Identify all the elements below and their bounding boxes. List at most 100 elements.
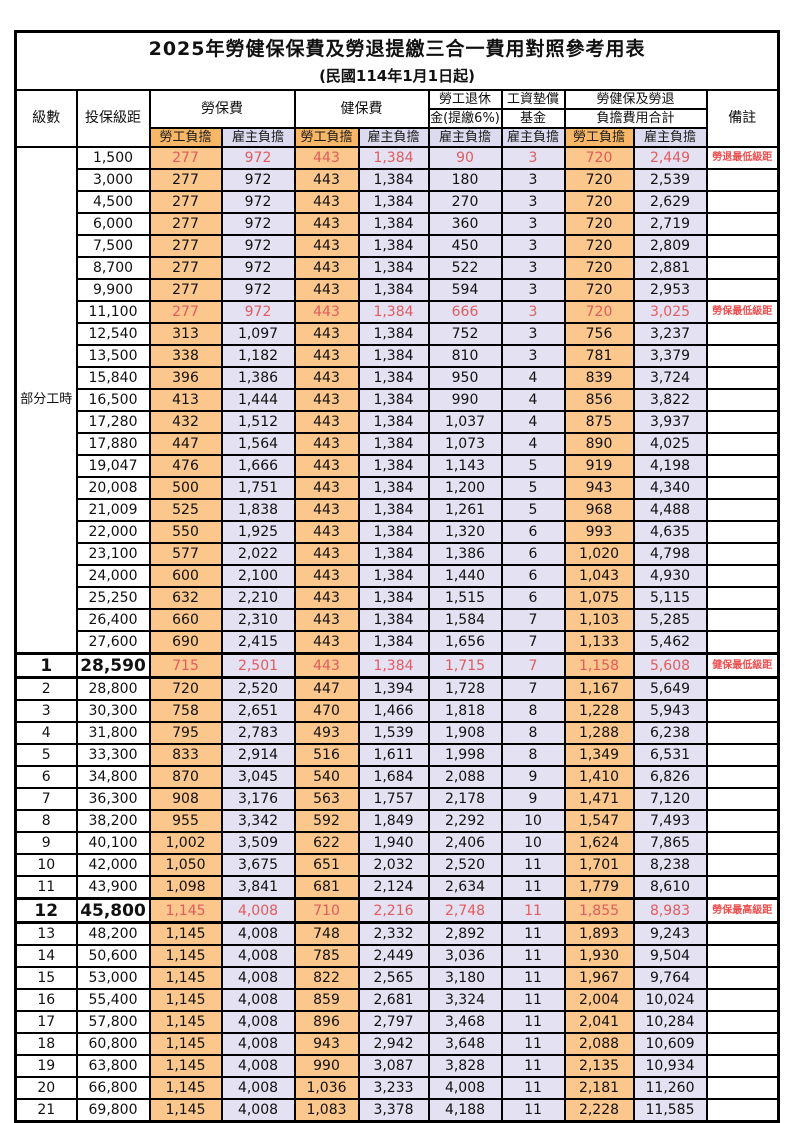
wage-fund-employer-cell: 8 bbox=[500, 743, 566, 767]
total-employee-cell: 1,133 bbox=[563, 630, 635, 655]
wage-fund-employer-cell: 3 bbox=[500, 168, 566, 192]
bracket-cell: 16,500 bbox=[75, 388, 151, 412]
header-bracket: 投保級距 bbox=[75, 89, 151, 148]
level-cell: 3 bbox=[14, 699, 78, 723]
health-employer-cell: 2,797 bbox=[357, 1010, 430, 1034]
labor-employer-cell: 3,509 bbox=[220, 831, 296, 855]
health-employee-cell: 1,083 bbox=[293, 1098, 360, 1123]
bracket-cell: 23,100 bbox=[75, 542, 151, 566]
total-employer-cell: 5,608 bbox=[632, 652, 708, 679]
header-row-2: 金(提繳6%) 基金 負擔費用合計 bbox=[16, 108, 779, 129]
health-employee-cell: 1,036 bbox=[293, 1076, 360, 1100]
table-row: 26,400 660 2,310 443 1,384 1,584 7 1,103 5,285 bbox=[16, 608, 780, 632]
labor-employer-cell: 4,008 bbox=[220, 1098, 296, 1123]
pension-employer-cell: 1,656 bbox=[427, 630, 503, 655]
labor-employee-cell: 277 bbox=[148, 190, 223, 214]
total-employee-cell: 1,967 bbox=[563, 966, 635, 990]
bracket-cell: 28,590 bbox=[75, 652, 151, 679]
total-employee-cell: 720 bbox=[563, 256, 635, 280]
wage-fund-employer-cell: 11 bbox=[500, 921, 566, 946]
total-employee-cell: 720 bbox=[563, 300, 635, 324]
pension-employer-cell: 3,648 bbox=[427, 1032, 503, 1056]
level-cell: 4 bbox=[14, 721, 78, 745]
labor-employee-cell: 277 bbox=[148, 146, 223, 170]
wage-fund-employer-cell: 3 bbox=[500, 190, 566, 214]
subheader-total-employee: 勞工負擔 bbox=[563, 127, 635, 148]
wage-fund-employer-cell: 6 bbox=[500, 542, 566, 566]
remark-cell: 勞保最低級距 bbox=[705, 300, 780, 324]
total-employer-cell: 8,983 bbox=[632, 897, 708, 924]
total-employer-cell: 7,865 bbox=[632, 831, 708, 855]
labor-employee-cell: 1,145 bbox=[148, 1010, 223, 1034]
wage-fund-employer-cell: 7 bbox=[500, 630, 566, 655]
total-employee-cell: 2,181 bbox=[563, 1076, 635, 1100]
wage-fund-employer-cell: 3 bbox=[500, 322, 566, 346]
total-employee-cell: 756 bbox=[563, 322, 635, 346]
remark-cell bbox=[705, 432, 780, 456]
bracket-cell: 9,900 bbox=[75, 278, 151, 302]
pension-employer-cell: 3,180 bbox=[427, 966, 503, 990]
bracket-cell: 60,800 bbox=[75, 1032, 151, 1056]
table-row: 8 38,200 955 3,342 592 1,849 2,292 10 1,547 7,493 bbox=[14, 809, 780, 833]
health-employee-cell: 443 bbox=[293, 520, 360, 544]
wage-fund-employer-cell: 5 bbox=[500, 498, 566, 522]
health-employee-cell: 651 bbox=[293, 853, 360, 877]
pension-employer-cell: 1,515 bbox=[427, 586, 503, 610]
total-employee-cell: 2,135 bbox=[563, 1054, 635, 1078]
health-employee-cell: 493 bbox=[293, 721, 360, 745]
health-employee-cell: 592 bbox=[293, 809, 360, 833]
labor-employee-cell: 660 bbox=[148, 608, 223, 632]
labor-employee-cell: 550 bbox=[148, 520, 223, 544]
wage-fund-employer-cell: 11 bbox=[500, 988, 566, 1012]
total-employee-cell: 1,228 bbox=[563, 699, 635, 723]
remark-cell bbox=[705, 1054, 780, 1078]
subheader-wage-fund-employer: 雇主負擔 bbox=[500, 127, 566, 148]
labor-employee-cell: 795 bbox=[148, 721, 223, 745]
total-employer-cell: 6,826 bbox=[632, 765, 708, 789]
health-employer-cell: 3,378 bbox=[357, 1098, 430, 1123]
labor-employer-cell: 1,182 bbox=[220, 344, 296, 368]
table-row: 13,500 338 1,182 443 1,384 810 3 781 3,379 bbox=[16, 344, 780, 368]
table-body: 部分工時 1,500 277 972 443 1,384 90 3 720 2,449 勞退最低級距… bbox=[14, 146, 780, 1123]
total-employer-cell: 4,798 bbox=[632, 542, 708, 566]
pension-employer-cell: 1,584 bbox=[427, 608, 503, 632]
health-employer-cell: 1,940 bbox=[357, 831, 430, 855]
total-employer-cell: 3,025 bbox=[632, 300, 708, 324]
pension-employer-cell: 1,261 bbox=[427, 498, 503, 522]
health-employee-cell: 516 bbox=[293, 743, 360, 767]
health-employee-cell: 443 bbox=[293, 344, 360, 368]
health-employer-cell: 1,849 bbox=[357, 809, 430, 833]
labor-employer-cell: 1,512 bbox=[220, 410, 296, 434]
subheader-labor-employee: 勞工負擔 bbox=[148, 127, 223, 148]
pension-employer-cell: 4,188 bbox=[427, 1098, 503, 1123]
health-employee-cell: 443 bbox=[293, 388, 360, 412]
header-pension-line1: 勞工退休 bbox=[427, 89, 503, 110]
bracket-cell: 63,800 bbox=[75, 1054, 151, 1078]
page-title: 2025年勞健保保費及勞退提繳三合一費用對照參考用表 bbox=[148, 38, 646, 60]
total-employer-cell: 6,238 bbox=[632, 721, 708, 745]
health-employer-cell: 1,384 bbox=[357, 454, 430, 478]
health-employee-cell: 681 bbox=[293, 875, 360, 900]
table-row: 5 33,300 833 2,914 516 1,611 1,998 8 1,349 6,531 bbox=[14, 743, 780, 767]
title-row: 2025年勞健保保費及勞退提繳三合一費用對照參考用表 (民國114年1月1日起) bbox=[14, 30, 780, 91]
level-cell: 1 bbox=[14, 652, 78, 679]
level-cell: 11 bbox=[14, 875, 78, 900]
bracket-cell: 21,009 bbox=[75, 498, 151, 522]
total-employer-cell: 10,934 bbox=[632, 1054, 708, 1078]
bracket-cell: 36,300 bbox=[75, 787, 151, 811]
total-employee-cell: 720 bbox=[563, 212, 635, 236]
labor-employee-cell: 1,145 bbox=[148, 1076, 223, 1100]
bracket-cell: 20,008 bbox=[75, 476, 151, 500]
bracket-cell: 33,300 bbox=[75, 743, 151, 767]
pension-employer-cell: 752 bbox=[427, 322, 503, 346]
remark-cell bbox=[705, 366, 780, 390]
labor-employer-cell: 4,008 bbox=[220, 1010, 296, 1034]
level-cell: 9 bbox=[14, 831, 78, 855]
remark-cell bbox=[705, 765, 780, 789]
bracket-cell: 8,700 bbox=[75, 256, 151, 280]
total-employer-cell: 3,822 bbox=[632, 388, 708, 412]
level-cell: 13 bbox=[14, 921, 78, 946]
remark-cell bbox=[705, 190, 780, 214]
labor-employer-cell: 3,675 bbox=[220, 853, 296, 877]
health-employee-cell: 443 bbox=[293, 168, 360, 192]
